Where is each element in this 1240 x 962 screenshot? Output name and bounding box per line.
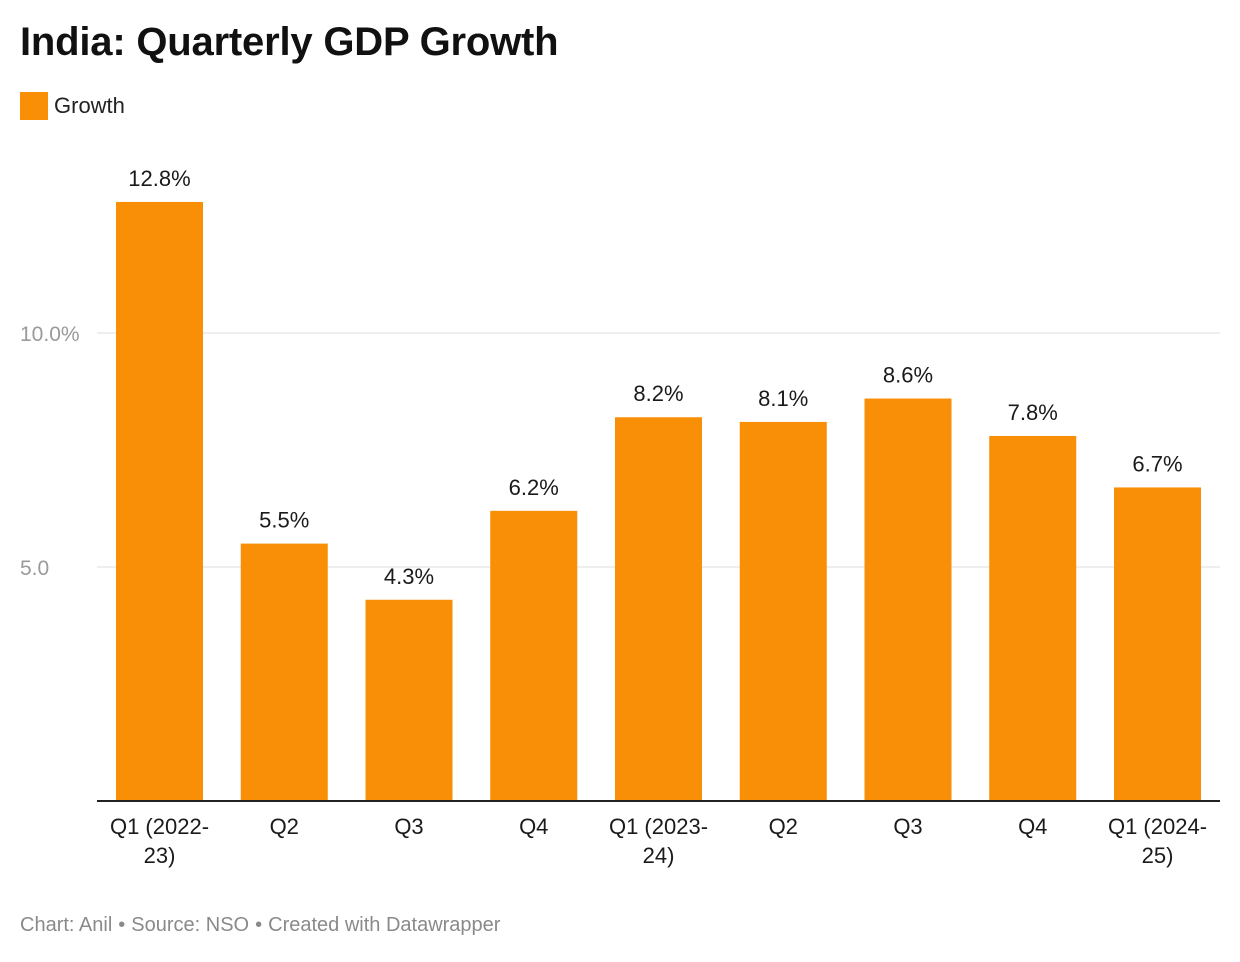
legend: Growth bbox=[20, 92, 125, 120]
bar bbox=[116, 201, 203, 801]
y-tick-label: 5.0 bbox=[20, 557, 49, 580]
footer-separator: • bbox=[118, 914, 126, 936]
x-tick-label: Q1 (2024- bbox=[1108, 814, 1207, 839]
x-tick-label: Q3 bbox=[394, 814, 423, 839]
x-tick-label: 24) bbox=[643, 843, 675, 868]
bar-value-label: 8.6% bbox=[883, 363, 933, 388]
x-tick-label: Q2 bbox=[270, 814, 299, 839]
bar-value-label: 8.2% bbox=[633, 381, 683, 406]
x-tick-label: Q1 (2022- bbox=[110, 814, 209, 839]
footer-source: Source: NSO bbox=[131, 914, 250, 936]
bar-value-label: 8.1% bbox=[758, 386, 808, 411]
footer-created-with: Created with Datawrapper bbox=[268, 914, 501, 936]
legend-label-growth: Growth bbox=[54, 93, 125, 118]
bar bbox=[490, 510, 578, 801]
bar-value-label: 6.7% bbox=[1132, 451, 1182, 476]
bar-value-label: 5.5% bbox=[259, 508, 309, 533]
x-tick-label: Q3 bbox=[893, 814, 922, 839]
x-tick-label: Q2 bbox=[769, 814, 798, 839]
x-tick-label: 25) bbox=[1142, 843, 1174, 868]
x-tick-label: 23) bbox=[144, 843, 176, 868]
bar bbox=[615, 417, 702, 801]
bar bbox=[240, 543, 328, 801]
bar bbox=[365, 599, 453, 801]
legend-swatch-growth bbox=[20, 92, 48, 120]
bar bbox=[864, 398, 952, 801]
bar-value-label: 6.2% bbox=[509, 475, 559, 500]
bar-value-label: 4.3% bbox=[384, 564, 434, 589]
x-tick-label: Q4 bbox=[1018, 814, 1047, 839]
y-tick-label: 10.0% bbox=[20, 323, 80, 346]
bar bbox=[1114, 487, 1201, 801]
bar bbox=[989, 435, 1077, 801]
x-tick-label: Q4 bbox=[519, 814, 548, 839]
chart-title: India: Quarterly GDP Growth bbox=[20, 20, 559, 64]
bar-value-label: 7.8% bbox=[1008, 400, 1058, 425]
footer-chart-credit: Chart: Anil bbox=[20, 914, 113, 936]
x-tick-label: Q1 (2023- bbox=[609, 814, 708, 839]
bar bbox=[739, 421, 827, 801]
chart-footer: Chart: Anil • Source: NSO • Created with Dat… bbox=[20, 914, 500, 937]
footer-separator: • bbox=[255, 914, 263, 936]
bar-value-label: 12.8% bbox=[128, 166, 190, 191]
